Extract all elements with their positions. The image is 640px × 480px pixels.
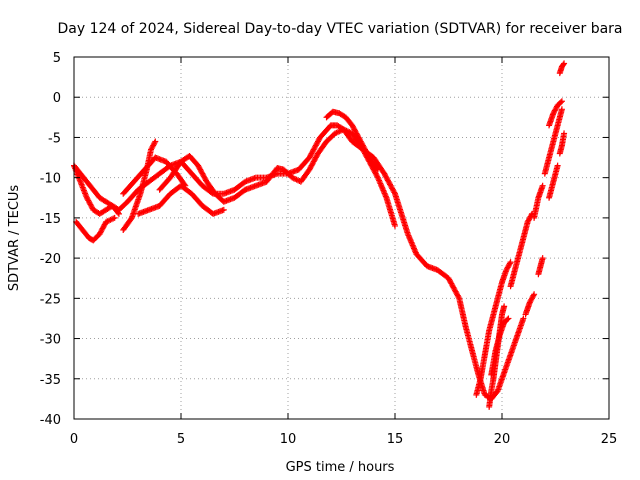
y-tick-label: -15 [40,212,61,227]
y-tick-label: -10 [40,172,61,187]
data-point [520,315,527,322]
x-tick-label: 0 [70,432,78,447]
data-point [373,165,380,172]
x-axis-label: GPS time / hours [286,460,395,475]
y-tick-label: -25 [40,292,61,307]
data-points [71,60,568,410]
data-point [505,315,512,322]
x-tick-label: 20 [494,432,511,447]
data-point [374,173,381,180]
data-point [127,216,134,223]
y-tick-label: -5 [48,131,61,146]
grid-lines [74,57,609,419]
data-point [115,210,122,217]
data-point [115,209,122,216]
data-point [220,206,227,213]
data-point [531,291,538,298]
chart-title: Day 124 of 2024, Sidereal Day-to-day VTE… [57,21,622,37]
y-axis-label: SDTVAR / TECUs [7,185,22,292]
x-tick-label: 25 [601,432,618,447]
data-point [558,98,565,105]
x-tick-label: 15 [387,432,404,447]
data-point [554,162,561,169]
data-point [507,259,514,266]
y-tick-label: -30 [40,333,61,348]
y-tick-label: -20 [40,252,61,267]
data-point [558,106,565,113]
data-point [455,293,462,300]
data-point [501,303,508,310]
data-point [506,260,513,267]
axis-ticks: 0 5 10 15 20 25 5 0 -5 -10 -15 -20 -25 -30 -35 -40 [40,51,618,447]
data-point [111,214,118,221]
data-point [391,189,398,196]
data-point [557,99,564,106]
data-point [392,222,398,229]
data-point [504,316,511,323]
data-point [561,60,568,67]
data-point [561,130,568,137]
y-tick-label: -40 [40,413,61,428]
plot-frame [73,56,610,420]
data-point [560,61,567,68]
data-point [374,166,381,173]
data-point [530,292,537,299]
y-tick-label: 0 [53,91,61,106]
x-tick-label: 5 [177,432,185,447]
data-point [152,138,159,145]
y-tick-label: -35 [40,373,61,388]
data-point [151,139,158,146]
y-tick-label: 5 [53,51,61,66]
data-point [539,182,546,189]
data-point [539,255,546,262]
x-tick-label: 10 [280,432,297,447]
